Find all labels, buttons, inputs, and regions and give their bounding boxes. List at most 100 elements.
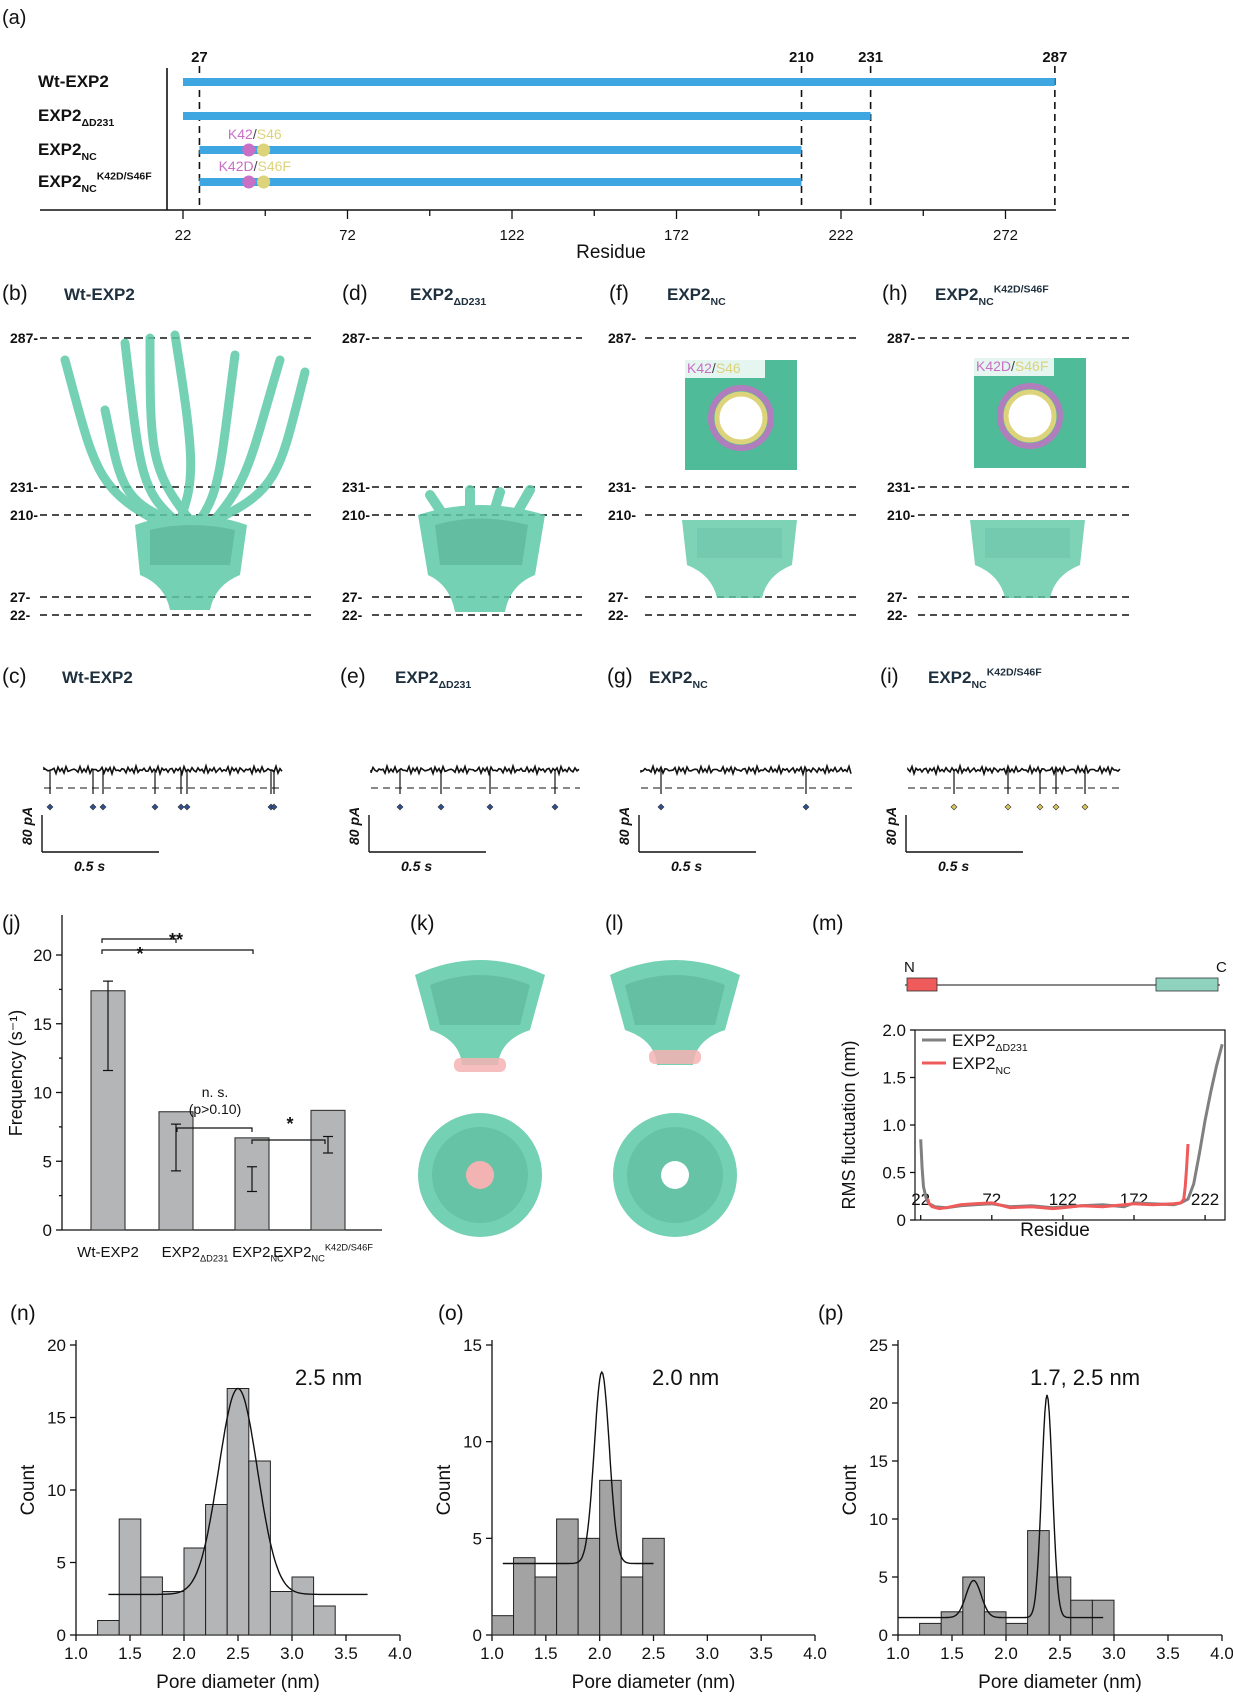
scale-bar-current: 80 pA xyxy=(616,807,632,845)
nc-core-texture xyxy=(697,528,782,558)
trace-panel-label: (e) xyxy=(340,665,366,688)
panel-a-top-tick: 27 xyxy=(191,49,208,66)
histogram-panel-label: (p) xyxy=(818,1302,844,1325)
j-y-tick-label: 15 xyxy=(33,1015,52,1034)
peak-annotation: 2.5 nm xyxy=(295,1365,362,1390)
construct-name-main: EXP2 xyxy=(38,106,81,125)
k42-text: K42D xyxy=(219,158,254,174)
panel-l-structure xyxy=(610,960,740,1237)
top-view-pore xyxy=(466,1161,494,1189)
hist-x-tick-label: 1.0 xyxy=(64,1644,88,1663)
j-y-tick-label: 20 xyxy=(33,946,52,965)
hist-x-label: Pore diameter (nm) xyxy=(978,1672,1142,1693)
inset-s46: S46 xyxy=(716,360,741,376)
construct-bar xyxy=(183,112,871,120)
inset-s46: S46F xyxy=(1015,358,1048,374)
histogram-bar xyxy=(919,1622,942,1636)
histogram-bar xyxy=(140,1576,163,1636)
trace-title-sup: K42D/S46F xyxy=(987,666,1043,678)
histogram-bar xyxy=(1005,1622,1029,1636)
histogram-bar xyxy=(620,1576,644,1636)
construct-bar xyxy=(199,146,802,154)
event-marker xyxy=(1004,803,1012,811)
s46-marker xyxy=(257,175,271,189)
scale-bar-time: 0.5 s xyxy=(74,858,105,874)
sig-label-star: * xyxy=(286,1114,293,1134)
hist-x-tick-label: 2.0 xyxy=(588,1644,612,1663)
construct-name-main: Wt-EXP2 xyxy=(38,72,109,91)
hist-x-tick-label: 3.5 xyxy=(334,1644,358,1663)
histogram-bar xyxy=(599,1479,622,1636)
hist-y-tick-label: 15 xyxy=(869,1452,888,1471)
trace-title: Wt-EXP2 xyxy=(62,668,133,687)
construct-name-sub: NC xyxy=(81,183,97,195)
structure-panel-label: (b) xyxy=(2,282,28,305)
side-view-shade xyxy=(625,975,725,1025)
hist-x-tick-label: 1.5 xyxy=(940,1644,964,1663)
panel-a-top-tick: 210 xyxy=(789,49,814,66)
event-marker xyxy=(486,803,494,811)
level-label: 287- xyxy=(10,330,38,346)
construct-bar xyxy=(183,78,1055,86)
inset-slash: / xyxy=(1011,358,1015,374)
histogram-bar xyxy=(940,1611,964,1636)
event-marker xyxy=(396,803,404,811)
construct-name-sub: ΔD231 xyxy=(81,117,114,129)
construct-name: EXP2NC xyxy=(38,140,97,163)
hist-y-tick-label: 20 xyxy=(869,1394,888,1413)
wt-core-shadow xyxy=(150,525,235,565)
wt-helix-arm xyxy=(145,333,195,525)
trace-title-sub: NC xyxy=(692,679,708,691)
panel-a-tick-label: 272 xyxy=(993,227,1018,244)
panel-a-tick-label: 22 xyxy=(175,227,192,244)
construct-name: EXP2NCK42D/S46F xyxy=(38,170,152,195)
inset-label-bg xyxy=(974,358,1054,376)
pore-lumen xyxy=(714,391,768,445)
current-trace xyxy=(370,763,580,777)
level-label: 210- xyxy=(608,507,636,523)
wt-helix-arm xyxy=(170,330,196,525)
gaussian-fit-curve xyxy=(108,1387,368,1596)
m-y-tick-label: 2.0 xyxy=(882,1021,906,1040)
construct-name-main: EXP2 xyxy=(38,172,81,191)
mutation-label: K42/S46 xyxy=(228,126,282,142)
trace-title-main: EXP2 xyxy=(395,668,438,687)
level-label: 22- xyxy=(887,607,908,623)
structure-title: Wt-EXP2 xyxy=(64,285,135,304)
construct-name-sub: NC xyxy=(81,151,97,163)
inset-label-bg xyxy=(685,360,765,378)
j-category-label-sub: ΔD231 xyxy=(200,1254,228,1264)
construct-name: Wt-EXP2 xyxy=(38,72,109,91)
histogram-bar xyxy=(534,1576,558,1636)
structure-title-main: EXP2 xyxy=(410,285,453,304)
hist-x-label: Pore diameter (nm) xyxy=(572,1672,736,1693)
pore-ring-pink xyxy=(997,383,1063,449)
histogram-bar xyxy=(642,1537,665,1636)
sig-label-ns: n. s. xyxy=(202,1084,228,1100)
nc-core-structure xyxy=(682,520,797,598)
frequency-bar xyxy=(310,1109,346,1231)
k42d-core-body xyxy=(970,520,1085,598)
trace-title: EXP2ΔD231 xyxy=(395,668,471,691)
wt-exp2-structure xyxy=(60,330,310,610)
peak-annotation: 2.0 nm xyxy=(652,1365,719,1390)
hist-x-tick-label: 1.5 xyxy=(118,1644,142,1663)
inset-slash: / xyxy=(712,360,716,376)
side-view-body xyxy=(610,960,740,1065)
panel-a-xlabel: Residue xyxy=(576,242,646,263)
sig-label-doublestar: ** xyxy=(169,930,183,950)
structure-title: EXP2ΔD231 xyxy=(410,285,486,308)
event-marker xyxy=(657,803,665,811)
construct-name-sup: K42D/S46F xyxy=(97,170,153,182)
slash-text: / xyxy=(254,158,258,174)
hist-x-tick-label: 4.0 xyxy=(1210,1644,1233,1663)
j-category-label-sub: NC xyxy=(270,1254,284,1264)
c-terminal-domain xyxy=(1155,977,1219,992)
level-label: 27- xyxy=(608,589,629,605)
m-y-label: RMS fluctuation (nm) xyxy=(839,1040,859,1209)
histogram-bar xyxy=(513,1557,536,1636)
trace-panel-label: (g) xyxy=(607,665,633,688)
slash-text: / xyxy=(253,126,257,142)
trace-panel-label: (c) xyxy=(2,665,27,688)
scale-bar-time: 0.5 s xyxy=(401,858,432,874)
